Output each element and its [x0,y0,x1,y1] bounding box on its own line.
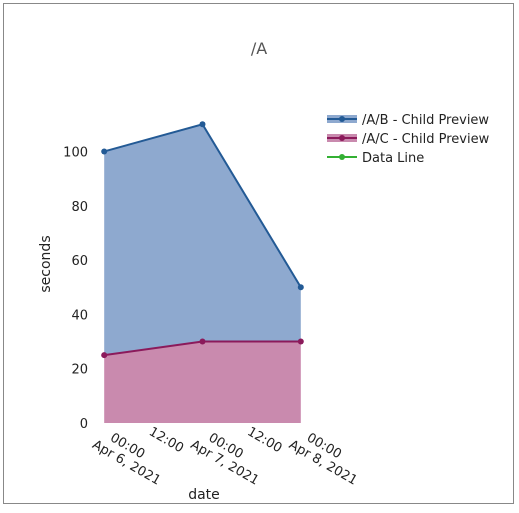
legend-label: Data Line [362,151,424,166]
y-tick-label: 40 [71,308,88,323]
point [199,121,206,128]
legend-label: /A/B - Child Preview [362,113,489,128]
point [199,338,206,345]
area-fill [104,124,301,356]
chart-title: /A [251,39,267,58]
point [101,148,108,155]
y-tick-label: 20 [71,363,88,378]
legend-marker [339,116,345,122]
y-tick-label: 0 [80,417,88,432]
area-fill [104,341,301,423]
legend-label: /A/C - Child Preview [362,132,490,147]
x-axis-label: date [188,487,220,503]
point [297,338,304,345]
point [101,352,108,359]
y-tick-label: 100 [63,145,88,160]
y-tick-label: 60 [71,254,88,269]
point [297,284,304,291]
y-axis-label: seconds [38,235,54,292]
legend-marker [339,154,345,160]
y-tick-label: 80 [71,200,88,215]
legend-marker [339,135,345,141]
